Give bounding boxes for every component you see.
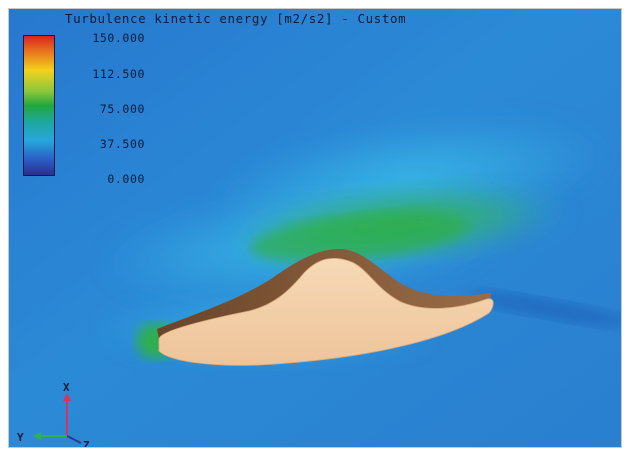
wake-dark-streak <box>470 291 621 327</box>
wake-green-core <box>249 212 469 262</box>
legend-title: Turbulence kinetic energy [m2/s2] - Cust… <box>65 11 407 26</box>
turbulence-field <box>9 9 621 447</box>
colorbar <box>23 35 55 176</box>
x-axis-label: X <box>63 381 70 394</box>
x-axis-arrow <box>63 393 71 401</box>
axis-triad: X Y Z <box>17 381 90 448</box>
colorbar-tick: 75.000 <box>99 102 145 116</box>
colorbar-tick: 0.000 <box>107 172 145 186</box>
z-axis-label: Z <box>83 439 90 448</box>
y-axis-arrow <box>33 432 41 440</box>
z-axis-line <box>66 435 82 444</box>
hull-shell <box>158 257 494 366</box>
viewport: Turbulence kinetic energy [m2/s2] - Cust… <box>8 8 622 448</box>
y-axis-label: Y <box>17 431 24 444</box>
colorbar-tick: 37.500 <box>99 137 145 151</box>
colorbar-tick: 150.000 <box>92 31 145 45</box>
colorbar-tick: 112.500 <box>92 67 145 81</box>
colorbar-gradient <box>23 35 55 176</box>
